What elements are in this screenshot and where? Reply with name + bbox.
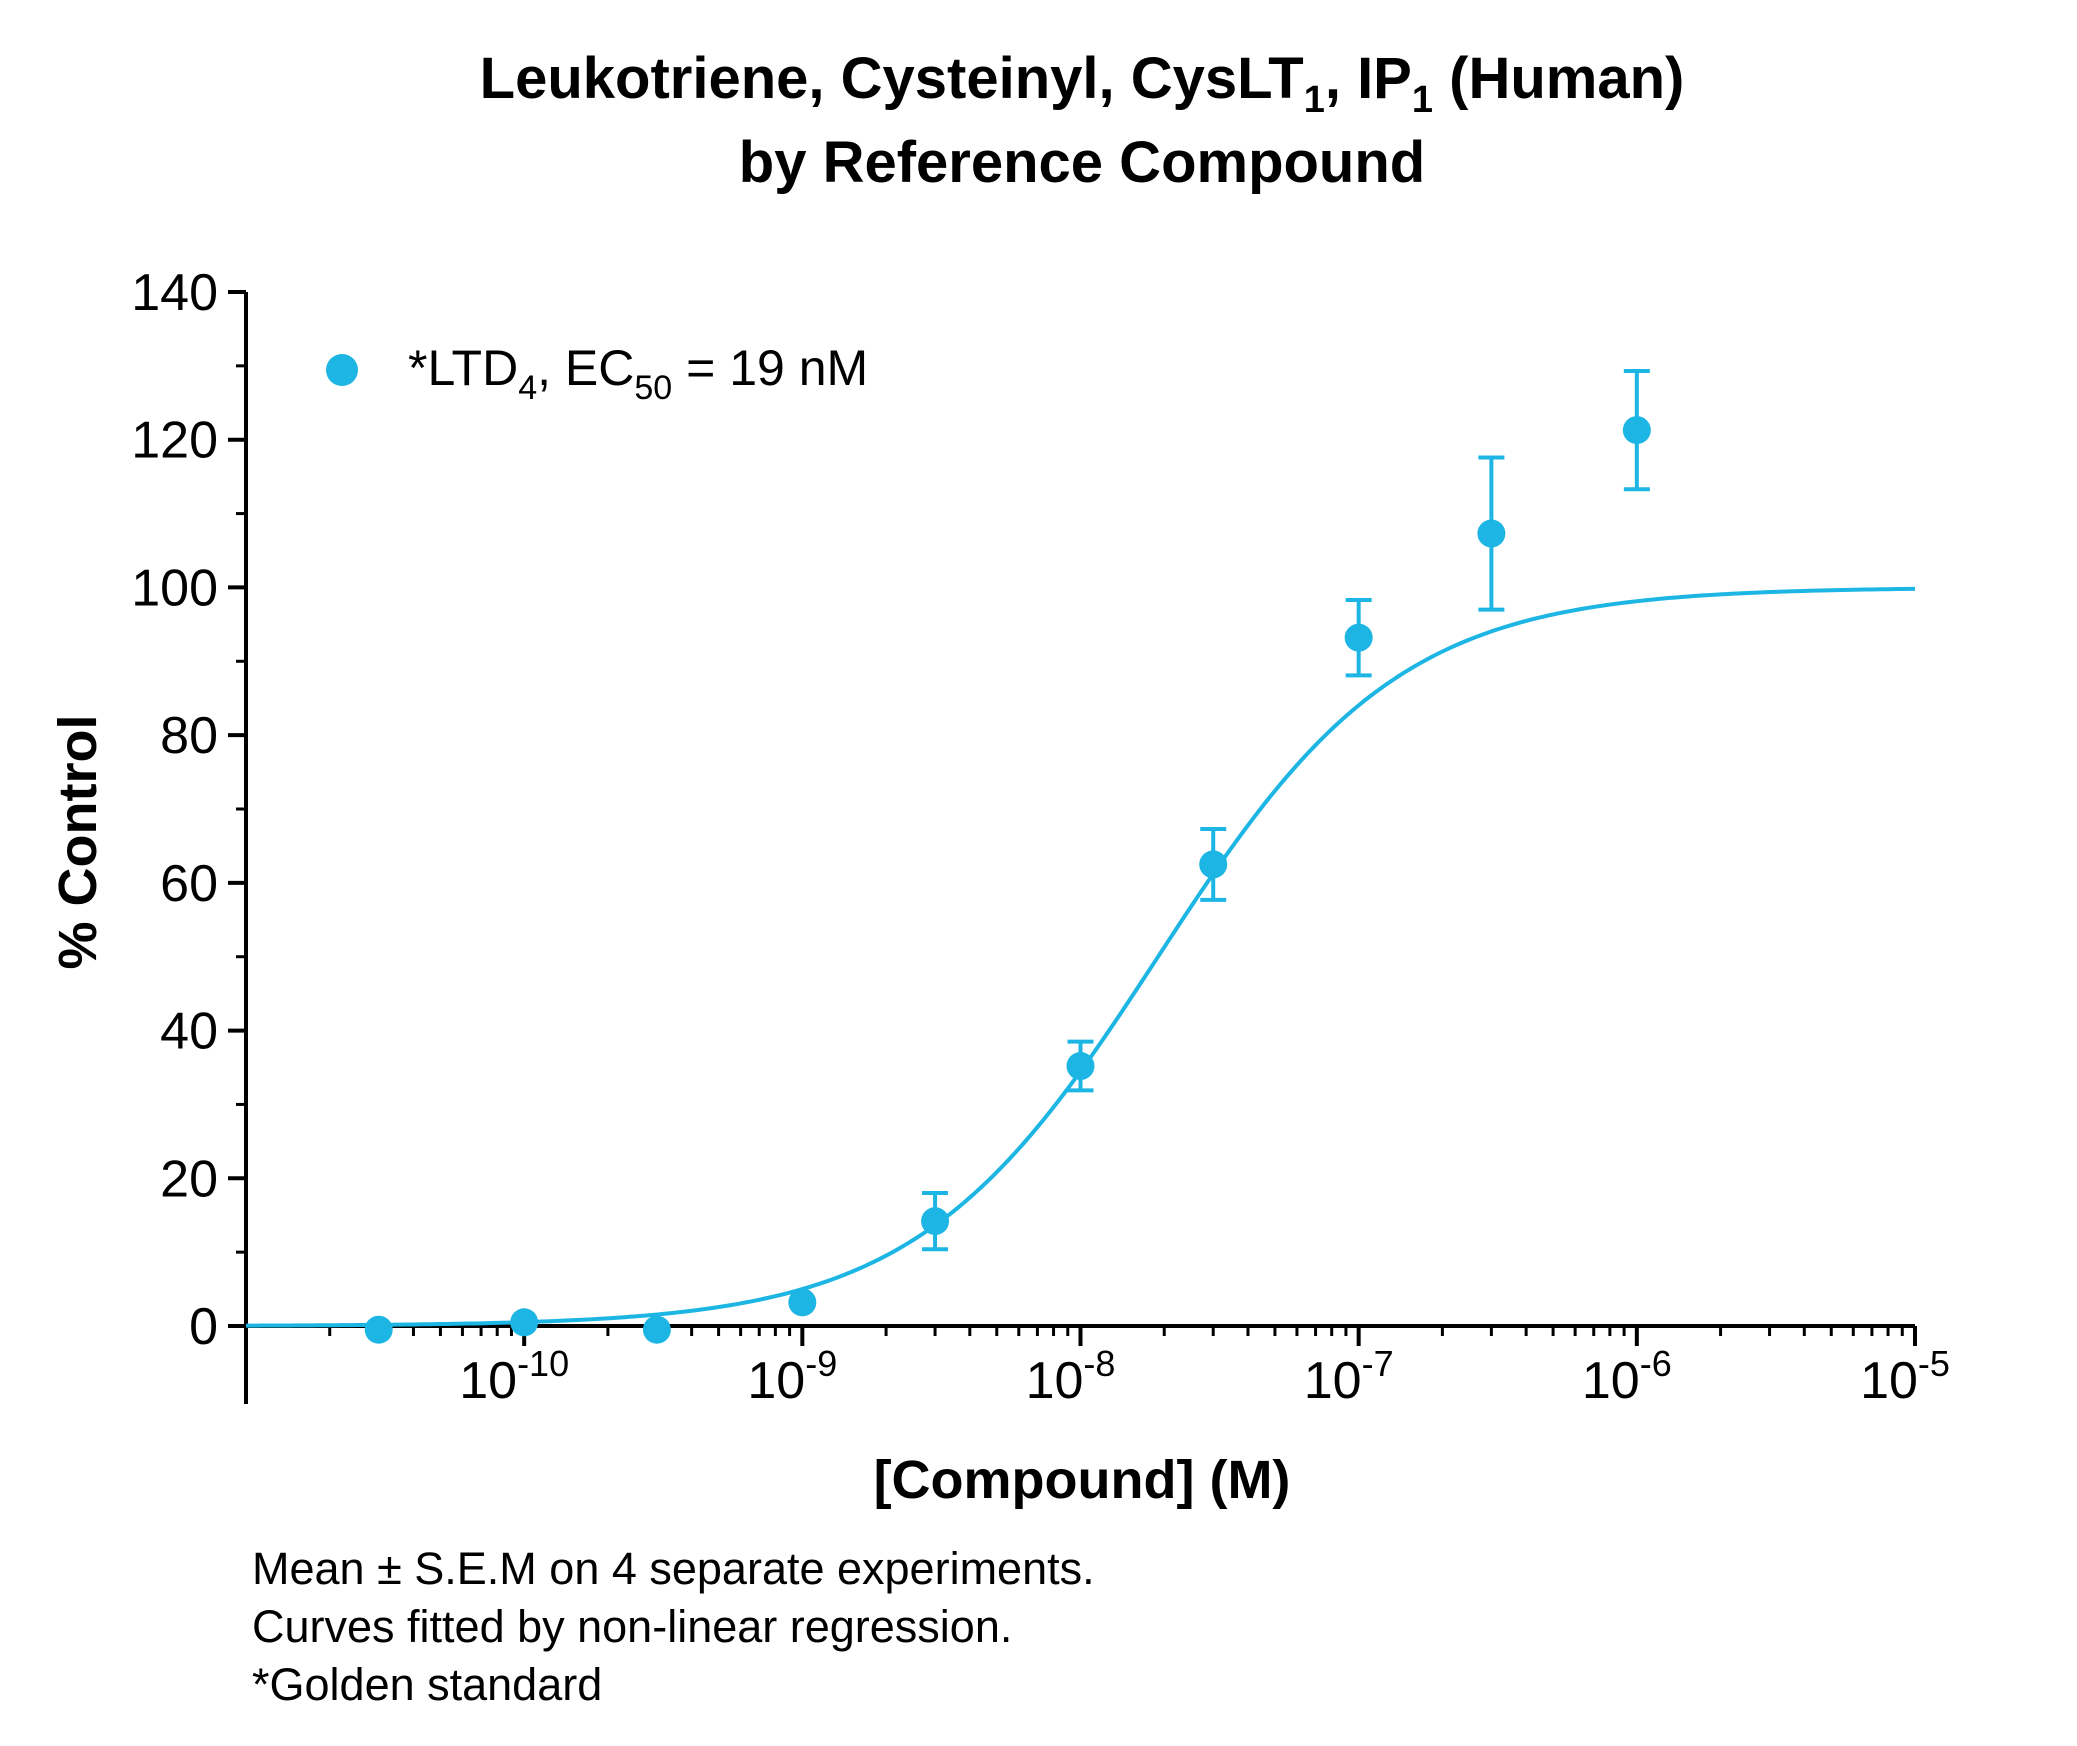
- y-tick-label: 40: [160, 1003, 218, 1061]
- footnote-1: Mean ± S.E.M on 4 separate experiments.: [252, 1543, 1095, 1594]
- legend-subscript2: 50: [634, 369, 672, 407]
- data-point: [510, 1308, 539, 1337]
- legend-marker: [326, 354, 358, 386]
- y-tick-label: 120: [131, 412, 218, 470]
- title-subscript2: 1: [1412, 79, 1433, 121]
- data-point: [1066, 1052, 1095, 1081]
- x-axis-title: [Compound] (M): [874, 1450, 1291, 1510]
- legend-subscript1: 4: [518, 369, 537, 407]
- y-ticks: 0 20 40 60 80 100 120 140: [131, 264, 246, 1356]
- footnote-2: Curves fitted by non-linear regression.: [252, 1601, 1012, 1652]
- data-point: [364, 1315, 393, 1344]
- legend-prefix: *LTD: [408, 340, 518, 396]
- title-part1: Leukotriene, Cysteinyl, CysLT: [480, 46, 1304, 111]
- title-part3: (Human): [1433, 46, 1684, 111]
- footnotes: Mean ± S.E.M on 4 separate experiments. …: [252, 1543, 1095, 1710]
- data-point: [642, 1315, 671, 1344]
- data-point: [1622, 416, 1651, 445]
- fit-curve: [245, 586, 1916, 1328]
- x-tick-label: 10-6: [1582, 1343, 1672, 1410]
- legend: *LTD4, EC50 = 19 nM: [326, 340, 868, 407]
- legend-suffix: = 19 nM: [672, 340, 868, 396]
- chart-title-line2: by Reference Compound: [739, 130, 1425, 195]
- legend-middle: , EC: [537, 340, 634, 396]
- y-tick-label: 140: [131, 264, 218, 322]
- x-tick-label: 10-7: [1304, 1343, 1394, 1410]
- data-point: [1344, 623, 1373, 652]
- data-point: [1477, 519, 1506, 548]
- data-points: [364, 416, 1651, 1344]
- data-point: [921, 1207, 950, 1236]
- y-axis-title: % Control: [48, 715, 108, 970]
- axes: 0 20 40 60 80 100 120 140 10-10 10-9 10-8 10-7 10-6…: [131, 264, 1950, 1410]
- y-tick-label: 60: [160, 855, 218, 913]
- y-tick-label: 0: [189, 1298, 218, 1356]
- title-subscript1: 1: [1304, 79, 1325, 121]
- legend-label: *LTD4, EC50 = 19 nM: [408, 340, 868, 407]
- x-tick-label: 10-9: [747, 1343, 837, 1410]
- y-tick-label: 100: [131, 559, 218, 617]
- fit-layer: [245, 586, 1916, 1328]
- x-ticks: 10-10 10-9 10-8 10-7 10-6 10-5: [328, 1326, 1950, 1410]
- error-bars: [922, 369, 1650, 1252]
- x-tick-label: 10-10: [459, 1343, 569, 1410]
- title-part2: , IP: [1325, 46, 1412, 111]
- x-tick-label: 10-8: [1026, 1343, 1116, 1410]
- footnote-3: *Golden standard: [252, 1659, 602, 1710]
- y-tick-label: 20: [160, 1150, 218, 1208]
- data-point: [788, 1288, 817, 1317]
- data-point: [1199, 850, 1228, 879]
- y-tick-label: 80: [160, 707, 218, 765]
- x-tick-label: 10-5: [1860, 1343, 1950, 1410]
- chart-title-line1: Leukotriene, Cysteinyl, CysLT1, IP1 (Hum…: [480, 46, 1685, 121]
